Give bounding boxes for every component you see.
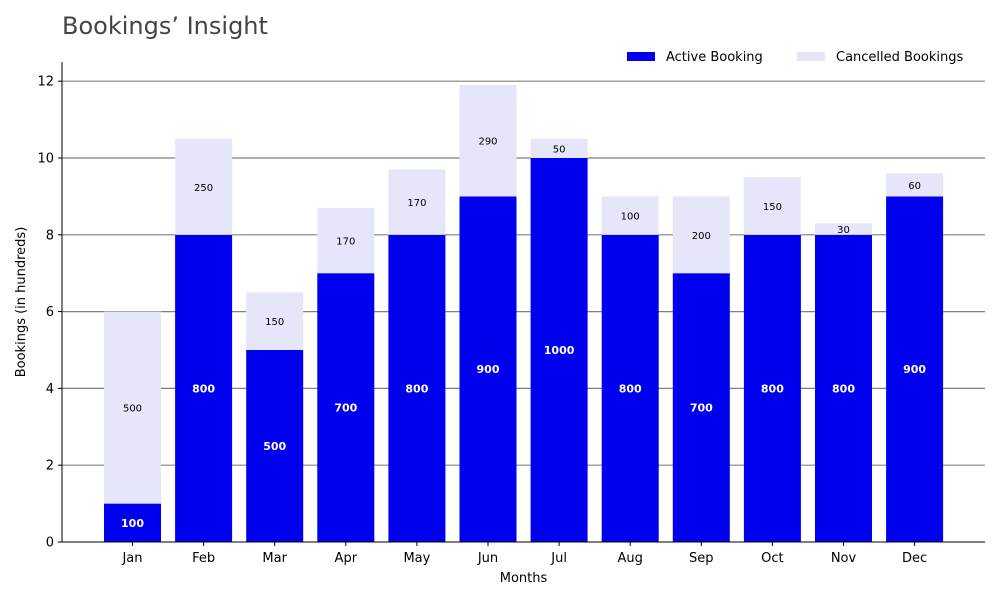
bar-active-booking [815,234,872,543]
x-tick-label: Nov [831,551,857,566]
legend-cancelled-bookings-swatch [797,52,825,61]
bar-active-booking [601,234,659,543]
y-tick-label: 10 [37,152,54,167]
bar-cancelled-bookings [530,138,588,158]
y-tick-label: 6 [46,305,54,320]
data-label-active: 900 [903,363,926,376]
data-label-cancelled: 250 [194,183,213,194]
bar-cancelled-bookings [175,138,233,235]
data-label-cancelled: 100 [621,212,640,223]
chart-title: Bookings’ Insight [62,12,268,40]
x-tick-label: Feb [192,551,215,566]
bar-cancelled-bookings [886,173,944,197]
data-label-cancelled: 500 [123,404,142,415]
data-label-active: 700 [690,402,713,415]
bar-cancelled-bookings [104,311,161,504]
legend-active-booking-label: Active Booking [666,50,763,65]
y-tick-label: 8 [46,228,54,243]
data-label-cancelled: 150 [763,202,782,213]
x-tick-label: Apr [335,551,358,566]
data-label-active: 700 [334,402,357,415]
bar-active-booking [104,503,161,542]
y-tick-label: 12 [37,75,54,90]
bar-active-booking [388,234,446,543]
bar-cancelled-bookings [743,177,801,235]
bar-cancelled-bookings [601,196,659,235]
x-tick-label: Jul [550,551,567,566]
x-tick-label: Mar [262,551,287,566]
data-labels: 100 500 800 250 500 150 700 170 800 170 900 290 1000… [121,137,926,530]
bar-active-booking [743,234,801,543]
data-label-active: 100 [121,517,144,530]
y-tick-label: 2 [46,459,54,474]
data-label-active: 800 [761,382,784,395]
x-tick-label: Aug [618,551,643,566]
data-label-active: 800 [619,382,642,395]
x-tick-label: May [403,551,430,566]
bar-active-booking [246,350,304,542]
bar-cancelled-bookings [317,207,375,274]
legend-active-booking-swatch [627,52,655,61]
x-tick-label: Jan [121,551,142,566]
bar-cancelled-bookings [388,169,446,235]
data-label-active: 800 [192,382,215,395]
legend-cancelled-bookings-label: Cancelled Bookings [836,50,963,65]
data-label-cancelled: 60 [908,181,921,192]
data-label-active: 1000 [544,344,575,357]
x-tick-label: Sep [689,551,714,566]
axes: 0 2 4 6 8 10 12 Jan Feb Mar Apr May Jun Jul Aug Sep Oct N… [37,62,985,566]
bar-active-booking [175,234,233,543]
data-label-active: 900 [477,363,500,376]
bar-active-booking [459,196,517,542]
y-axis-label: Bookings (in hundreds) [14,227,29,378]
y-tick-label: 4 [46,382,54,397]
x-tick-label: Jun [477,551,498,566]
data-label-cancelled: 290 [478,137,497,148]
bar-active-booking [317,273,375,542]
bar-active-booking [886,196,944,542]
data-label-cancelled: 50 [553,144,566,155]
x-tick-label: Dec [902,551,927,566]
bar-cancelled-bookings [672,196,730,274]
data-label-cancelled: 170 [336,237,355,248]
data-label-cancelled: 170 [407,198,426,209]
legend: Active Booking Cancelled Bookings [627,50,963,65]
bar-active-booking [672,273,730,542]
data-label-cancelled: 30 [837,225,850,236]
bar-cancelled-bookings [246,292,304,350]
data-label-cancelled: 150 [265,317,284,328]
data-label-cancelled: 200 [692,231,711,242]
bar-cancelled-bookings [815,223,872,235]
y-tick-label: 0 [46,536,54,551]
data-label-active: 500 [263,440,286,453]
bar-active-booking [530,158,588,542]
data-label-active: 800 [832,382,855,395]
bar-cancelled-bookings [459,85,517,197]
x-tick-label: Oct [761,551,783,566]
data-label-active: 800 [405,382,428,395]
x-axis-label: Months [500,571,548,586]
bars [104,85,944,543]
